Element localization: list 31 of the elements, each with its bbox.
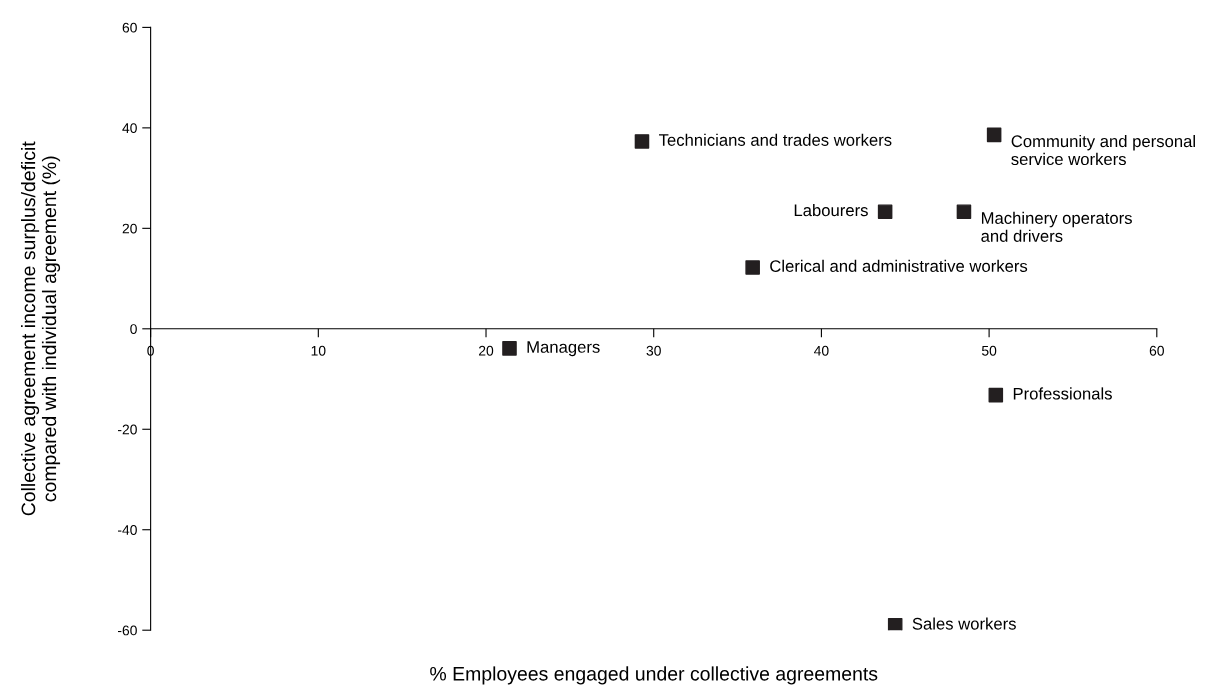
point	[988, 387, 1004, 403]
x-tick-label: 40	[814, 345, 829, 356]
point	[887, 617, 903, 631]
annotation: Community and personal service workers	[1011, 134, 1195, 166]
point	[502, 341, 517, 356]
annotation: Sales workers	[912, 617, 1016, 630]
annotation: Machinery operators and drivers	[981, 211, 1132, 242]
x-tick-label: 60	[1149, 345, 1164, 356]
x-tick-label: 20	[478, 345, 494, 356]
y-tick-label: -40	[117, 525, 137, 535]
annotation: Managers	[527, 341, 600, 357]
point	[877, 204, 893, 220]
annotation: Labourers	[794, 203, 868, 217]
annotation: Professionals	[1013, 387, 1112, 400]
annotation: Clerical and administrative workers	[770, 259, 1028, 272]
y-axis-title: Collective agreement income surplus/deficit compared with individual agreement (%)	[21, 141, 61, 516]
point	[634, 134, 650, 149]
point	[986, 127, 1002, 143]
x-tick-label: 10	[311, 345, 326, 356]
point	[745, 260, 760, 275]
x-tick-label: 50	[981, 345, 997, 356]
y-tick-label: 60	[122, 22, 137, 33]
point	[956, 204, 972, 220]
y-tick-label: 0	[130, 324, 137, 334]
y-tick-label: -20	[117, 424, 137, 435]
x-tick-label: 30	[646, 345, 661, 356]
x-axis-title: % Employees engaged under collective agreements	[430, 666, 878, 685]
y-tick-label: 40	[122, 123, 137, 134]
annotation: Technicians and trades workers	[659, 133, 892, 146]
y-tick-label: -60	[117, 625, 137, 636]
y-tick-label: 20	[122, 223, 137, 234]
